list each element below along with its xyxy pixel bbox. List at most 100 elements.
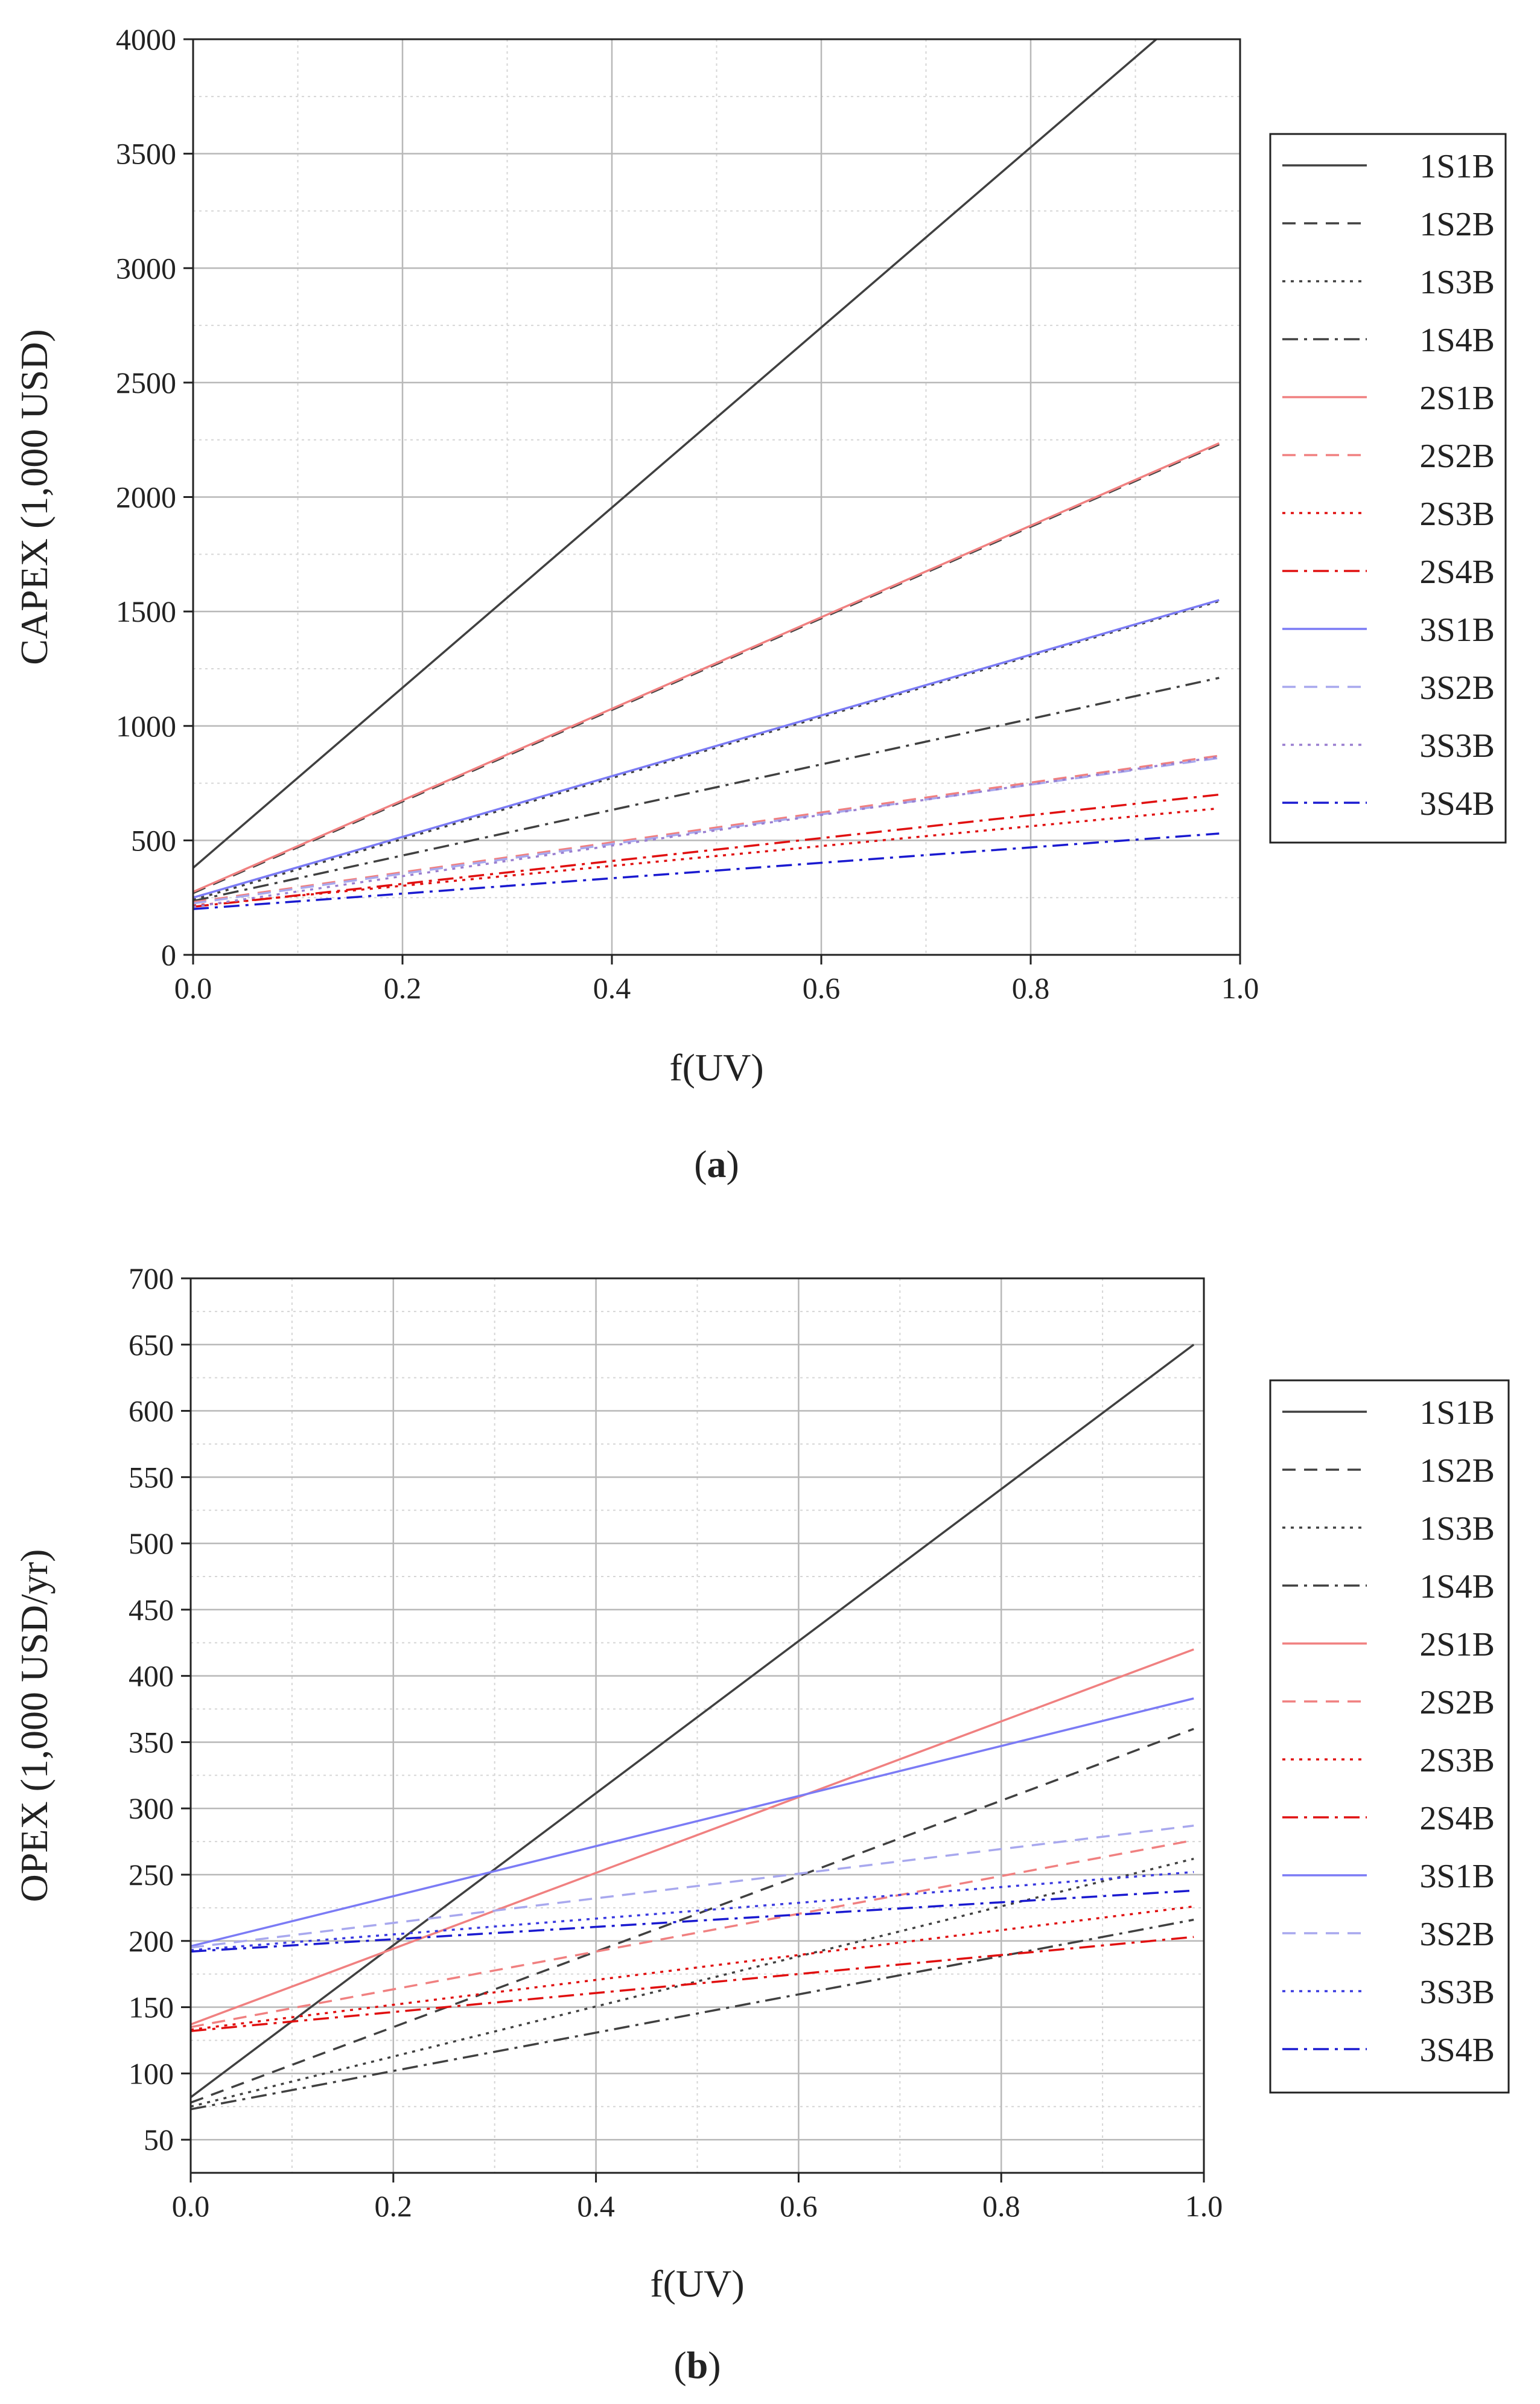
- series-line-1S2B: [191, 1727, 1194, 2104]
- x-tick-label: 0.0: [172, 2189, 210, 2223]
- series-line-1S1B: [191, 1344, 1195, 2099]
- legend-label-1S1B: 1S1B: [1420, 1394, 1495, 1432]
- y-tick-label: 200: [129, 1924, 174, 1958]
- legend-label-2S2B: 2S2B: [1420, 438, 1495, 475]
- legend: 1S1B 1S2B 1S3B 1S4B 2S1B 2S2B 2S3B 2S4B 3S1B 3S2B…: [1269, 1379, 1510, 2094]
- y-tick-label: 2500: [116, 366, 176, 400]
- series-line-2S2B: [193, 754, 1220, 904]
- legend-label-2S1B: 2S1B: [1420, 1626, 1495, 1663]
- y-tick-label: 650: [129, 1328, 174, 1362]
- legend-label-2S3B: 2S3B: [1420, 496, 1495, 533]
- series-line-1S3B: [193, 600, 1220, 901]
- caption-close: ): [727, 1143, 739, 1185]
- minor-grid: [193, 39, 1240, 955]
- series-line-1S1B: [193, 39, 1157, 869]
- x-tick-label: 0.0: [174, 971, 212, 1005]
- legend-label-3S1B: 3S1B: [1420, 1858, 1495, 1895]
- legend-label-2S2B: 2S2B: [1420, 1684, 1495, 1721]
- y-tick-label: 450: [129, 1593, 174, 1627]
- y-tick-label: 400: [129, 1659, 174, 1693]
- y-tick-label: 150: [129, 1991, 174, 2024]
- y-tick-label: 500: [129, 1526, 174, 1560]
- legend-label-1S2B: 1S2B: [1420, 1452, 1495, 1490]
- legend-label-1S4B: 1S4B: [1420, 1568, 1495, 1605]
- y-tick-label: 4000: [116, 22, 176, 56]
- series-line-2S4B: [191, 1936, 1194, 2032]
- legend-box: [1269, 1379, 1510, 2094]
- legend-label-1S4B: 1S4B: [1420, 322, 1495, 359]
- x-tick-label: 0.8: [982, 2189, 1020, 2223]
- series-line-1S4B: [193, 677, 1220, 902]
- major-grid: [193, 39, 1240, 955]
- series-line-3S3B: [193, 756, 1220, 908]
- series-line-3S1B: [193, 599, 1220, 899]
- y-axis-label: CAPEX (1,000 USD): [13, 329, 56, 665]
- series-line-3S4B: [191, 1889, 1194, 1953]
- legend-label-3S3B: 3S3B: [1420, 727, 1495, 765]
- y-tick-label: 600: [129, 1394, 174, 1428]
- legend-label-2S4B: 2S4B: [1420, 1800, 1495, 1837]
- caption-letter: b: [687, 2344, 708, 2386]
- series-line-2S4B: [193, 793, 1220, 908]
- y-axis-label: OPEX (1,000 USD/yr): [13, 1549, 56, 1902]
- series-line-3S1B: [191, 1697, 1194, 1948]
- caption-open: (: [673, 2344, 686, 2386]
- legend-box: [1269, 133, 1507, 844]
- legend-label-3S4B: 3S4B: [1420, 2032, 1495, 2069]
- series-line-3S3B: [191, 1870, 1194, 1951]
- chart-panel-b: 0.0 0.2 0.4 0.6 0.8 1.0 50 100 150 200 250 300 350 40…: [0, 1201, 1540, 2404]
- series-line-3S2B: [191, 1825, 1194, 1949]
- x-tick-label: 0.6: [780, 2189, 818, 2223]
- legend-label-1S3B: 1S3B: [1420, 1510, 1495, 1548]
- series-group: [193, 39, 1220, 910]
- chart-panel-a: 0.0 0.2 0.4 0.6 0.8 1.0 0 500 1000 1500 2000 2500 30…: [0, 0, 1540, 1201]
- major-grid: [191, 1278, 1204, 2173]
- opex-chart: 0.0 0.2 0.4 0.6 0.8 1.0 50 100 150 200 250 300 350 40…: [13, 1261, 1510, 2386]
- series-line-2S3B: [193, 807, 1220, 907]
- legend-label-3S1B: 3S1B: [1420, 611, 1495, 649]
- legend-label-3S2B: 3S2B: [1420, 669, 1495, 707]
- series-line-2S1B: [193, 442, 1220, 893]
- caption-close: ): [708, 2344, 721, 2386]
- x-tick-label: 0.2: [384, 971, 422, 1005]
- x-tick-label: 1.0: [1221, 971, 1259, 1005]
- y-tick-label: 300: [129, 1791, 174, 1825]
- x-axis-label: f(UV): [650, 2262, 744, 2305]
- y-tick-label: 250: [129, 1858, 174, 1892]
- series-line-2S1B: [191, 1648, 1194, 2026]
- legend-label-1S2B: 1S2B: [1420, 206, 1495, 243]
- series-line-1S4B: [191, 1918, 1194, 2111]
- x-tick-label: 0.2: [375, 2189, 413, 2223]
- y-tick-label: 3000: [116, 251, 176, 285]
- legend-label-3S4B: 3S4B: [1420, 785, 1495, 823]
- capex-chart: 0.0 0.2 0.4 0.6 0.8 1.0 0 500 1000 1500 2000 2500 30…: [13, 22, 1507, 1185]
- y-tick-label: 1500: [116, 595, 176, 628]
- series-line-2S2B: [191, 1839, 1194, 2029]
- minor-grid: [191, 1278, 1204, 2173]
- y-tick-label: 1000: [116, 709, 176, 743]
- y-tick-label: 2000: [116, 480, 176, 514]
- y-tick-label: 50: [144, 2123, 174, 2157]
- y-tick-label: 350: [129, 1725, 174, 1759]
- x-tick-label: 0.4: [577, 2189, 615, 2223]
- y-tick-label: 500: [131, 823, 176, 857]
- x-tick-label: 0.8: [1012, 971, 1050, 1005]
- legend-label-3S2B: 3S2B: [1420, 1916, 1495, 1953]
- legend-label-1S1B: 1S1B: [1420, 148, 1495, 185]
- panel-caption: (a): [694, 1143, 739, 1185]
- caption-letter: a: [707, 1143, 727, 1185]
- legend: 1S1B 1S2B 1S3B 1S4B 2S1B 2S2B 2S3B 2S4B 3S1B 3S2B…: [1269, 133, 1507, 844]
- y-tick-label: 3500: [116, 137, 176, 171]
- legend-label-1S3B: 1S3B: [1420, 264, 1495, 301]
- y-tick-label: 550: [129, 1460, 174, 1494]
- series-line-3S4B: [193, 832, 1220, 910]
- y-tick-label: 100: [129, 2056, 174, 2090]
- x-tick-label: 0.6: [803, 971, 841, 1005]
- panel-caption: (b): [673, 2344, 721, 2386]
- caption-open: (: [694, 1143, 707, 1185]
- x-tick-label: 0.4: [593, 971, 631, 1005]
- legend-label-2S4B: 2S4B: [1420, 553, 1495, 591]
- y-tick-label: 700: [129, 1261, 174, 1295]
- x-tick-label: 1.0: [1185, 2189, 1223, 2223]
- series-group: [191, 1344, 1195, 2111]
